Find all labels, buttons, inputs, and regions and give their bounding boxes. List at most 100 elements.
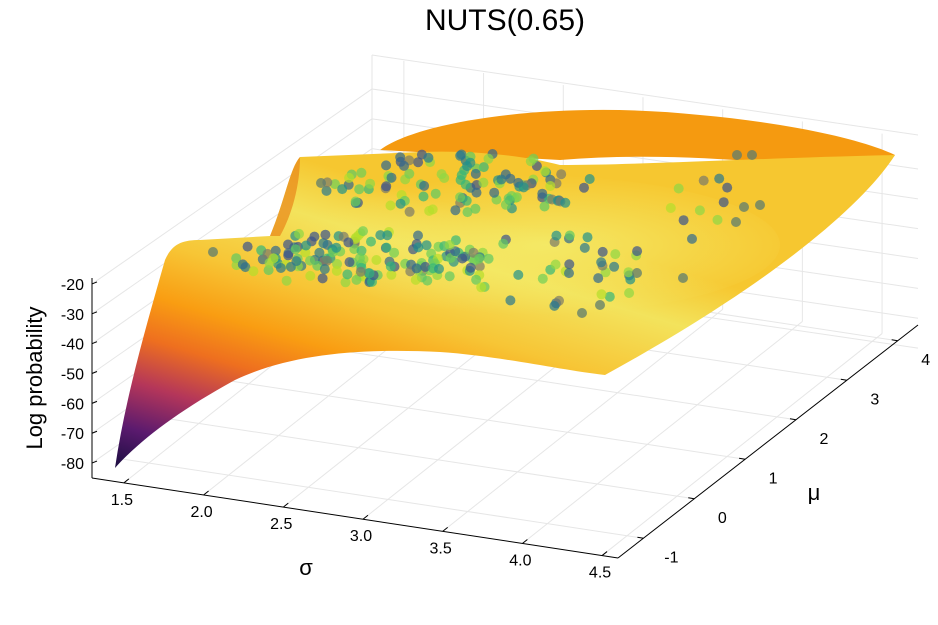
y-ticks: -1 0 1 2 3 4 xyxy=(637,339,930,566)
sample-point xyxy=(237,259,248,270)
sample-point xyxy=(275,263,286,273)
sample-point xyxy=(474,253,484,264)
sample-point xyxy=(270,245,281,256)
sample-point xyxy=(596,289,607,300)
sample-point xyxy=(694,205,705,216)
sample-point xyxy=(632,246,643,257)
sample-point xyxy=(518,182,529,193)
sample-point xyxy=(551,230,562,241)
x-tick-mark xyxy=(282,502,289,508)
surface-fold-shadow xyxy=(270,157,300,236)
sample-point xyxy=(444,271,455,282)
sample-point xyxy=(389,247,400,258)
sample-point xyxy=(312,260,323,271)
chart-title: NUTS(0.65) xyxy=(425,4,585,37)
z-tick-label: -20 xyxy=(61,277,84,294)
sample-point xyxy=(381,242,392,253)
sample-point xyxy=(556,169,567,180)
sample-point xyxy=(350,196,361,207)
z-tick-mark xyxy=(91,281,98,285)
sample-point xyxy=(337,184,348,195)
z-ticks: -20 -30 -40 -50 -60 -70 -80 xyxy=(61,277,98,473)
sample-point xyxy=(344,257,355,268)
sample-point xyxy=(604,291,615,302)
x-axis-line xyxy=(91,477,619,559)
sample-point xyxy=(358,226,368,237)
x-tick-mark xyxy=(362,514,369,520)
sample-point xyxy=(331,242,342,253)
sample-point xyxy=(366,236,376,247)
sample-point xyxy=(698,175,709,186)
surface-back-ridge xyxy=(380,109,895,175)
sample-point xyxy=(301,240,311,251)
sample-point xyxy=(632,268,642,278)
sample-point xyxy=(678,215,689,226)
sample-point xyxy=(386,172,397,183)
y-axis-label: μ xyxy=(808,480,821,505)
sample-point xyxy=(421,240,432,251)
sample-point xyxy=(718,197,729,208)
sample-point xyxy=(342,269,353,280)
sample-point xyxy=(471,274,482,285)
sample-point xyxy=(465,157,476,168)
sample-point xyxy=(457,253,468,264)
sample-point xyxy=(513,269,524,280)
x-tick-label: 3.5 xyxy=(430,540,452,557)
sample-point xyxy=(420,261,431,272)
sample-point xyxy=(395,198,406,209)
sample-point xyxy=(456,149,467,160)
sample-point xyxy=(471,187,482,198)
sample-point xyxy=(564,268,574,279)
sample-point xyxy=(423,152,434,163)
sample-point xyxy=(739,202,749,212)
sample-point xyxy=(331,265,342,276)
sample-point xyxy=(500,199,511,210)
sample-point xyxy=(434,263,444,274)
sample-point xyxy=(496,174,507,185)
sample-point xyxy=(539,166,550,177)
sample-point xyxy=(597,246,608,257)
x-tick-mark xyxy=(203,490,209,496)
sample-point xyxy=(418,191,429,202)
sample-point xyxy=(268,253,279,264)
x-tick-label: 3.0 xyxy=(350,528,372,545)
sample-point xyxy=(511,192,522,203)
sample-point xyxy=(294,228,304,239)
x-tick-mark xyxy=(522,539,528,544)
sample-point xyxy=(545,181,556,191)
sample-point xyxy=(579,182,589,193)
sample-point xyxy=(314,247,325,258)
grid-line xyxy=(91,118,373,315)
sample-point xyxy=(483,153,494,164)
sample-point xyxy=(539,201,550,212)
sample-point xyxy=(305,270,316,281)
sample-point xyxy=(419,180,430,191)
sample-point xyxy=(290,244,301,255)
sample-point xyxy=(351,232,361,243)
sample-point xyxy=(413,242,424,253)
sample-point xyxy=(430,188,441,199)
y-tick-label: 3 xyxy=(870,391,879,408)
sample-point xyxy=(395,152,406,163)
y-tick-mark xyxy=(891,339,898,342)
sample-point xyxy=(354,184,365,195)
sample-point xyxy=(321,185,332,196)
sample-point xyxy=(564,259,575,270)
sample-point xyxy=(456,170,467,181)
sample-point xyxy=(411,263,422,274)
sample-point xyxy=(498,238,509,249)
z-tick-label: -30 xyxy=(61,307,84,324)
y-tick-label: -1 xyxy=(664,549,678,566)
sample-point xyxy=(385,200,396,211)
sample-point xyxy=(537,273,548,284)
sample-point xyxy=(623,267,634,278)
sample-point xyxy=(722,182,733,193)
sample-point xyxy=(355,266,366,277)
sample-point xyxy=(344,172,355,183)
sample-point xyxy=(455,192,466,203)
sample-point xyxy=(381,181,392,192)
sample-point xyxy=(248,266,259,277)
sample-point xyxy=(439,173,450,183)
